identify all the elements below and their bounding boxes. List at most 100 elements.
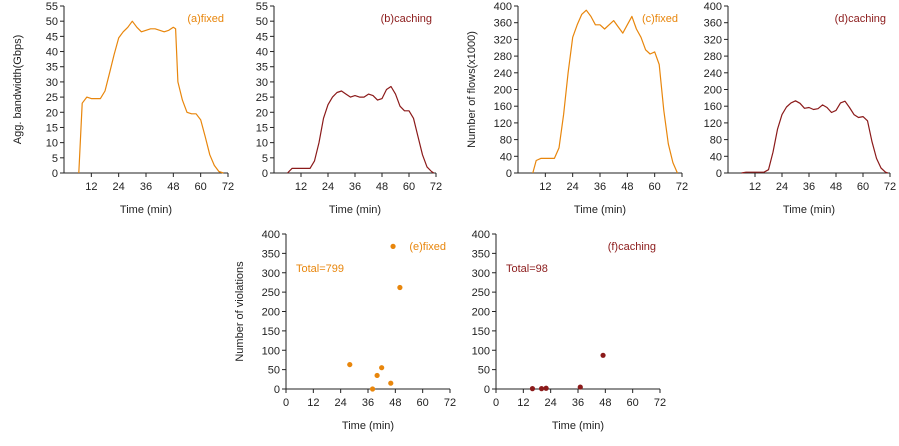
y-tick-label: 45 [46, 31, 58, 43]
chart-panel-f: 0 50 100 150 200 250 300 350 400 0 12 24 36 48 60 72 Tim… [472, 229, 666, 432]
y-tick-label: 0 [716, 168, 722, 180]
data-point [379, 365, 385, 371]
y-tick-label: 0 [506, 168, 512, 180]
y-tick-label: 280 [494, 51, 512, 63]
y-tick-label: 0 [274, 384, 280, 396]
y-tick-label: 200 [704, 85, 722, 97]
y-tick-label: 350 [262, 248, 280, 260]
x-tick-label: 72 [884, 181, 896, 193]
y-tick-label: 50 [256, 16, 268, 28]
y-tick-label: 320 [494, 34, 512, 46]
x-tick-label: 24 [776, 181, 788, 193]
y-tick-label: 360 [704, 18, 722, 30]
y-tick-label: 30 [46, 77, 58, 89]
data-point [543, 385, 549, 391]
x-tick-label: 60 [627, 397, 639, 409]
y-tick-label: 240 [704, 68, 722, 80]
x-tick-label: 36 [594, 181, 606, 193]
y-tick-label: 400 [704, 1, 722, 13]
y-axis-label: Agg. bandwidth(Gbps) [12, 35, 24, 144]
data-point [347, 361, 353, 368]
chart-panel-a: 0 5 10 15 20 25 30 35 40 45 50 55 12 24 36 48 60 72 Time (… [12, 1, 234, 216]
x-tick-label: 12 [295, 181, 307, 193]
series-line [78, 20, 224, 174]
x-tick-label: 24 [567, 181, 579, 193]
y-tick-label: 25 [256, 92, 268, 104]
y-tick-label: 5 [52, 153, 58, 165]
x-tick-label: 48 [621, 181, 633, 193]
panel-annotation: (b)caching [381, 13, 432, 25]
y-tick-label: 250 [472, 287, 490, 299]
x-tick-label: 72 [676, 181, 688, 193]
x-axis-label: Time (min) [120, 204, 172, 216]
x-tick-label: 72 [222, 181, 234, 193]
x-tick-label: 60 [195, 181, 207, 193]
y-tick-label: 300 [472, 268, 490, 280]
y-tick-label: 160 [704, 101, 722, 113]
y-tick-label: 150 [472, 326, 490, 338]
data-point [538, 386, 545, 392]
x-tick-label: 0 [283, 397, 289, 409]
data-point [369, 386, 376, 392]
series-line [287, 85, 435, 174]
y-tick-label: 50 [268, 365, 280, 377]
total-label: Total=799 [296, 263, 344, 275]
y-tick-label: 15 [46, 122, 58, 134]
panel-annotation: (e)fixed [409, 241, 446, 253]
y-tick-label: 120 [494, 118, 512, 130]
x-axis-label: Time (min) [574, 204, 626, 216]
panel-annotation: (d)caching [835, 13, 886, 25]
x-axis-label: Time (min) [552, 420, 604, 432]
y-tick-label: 50 [478, 365, 490, 377]
y-tick-label: 5 [262, 153, 268, 165]
y-tick-label: 15 [256, 122, 268, 134]
y-tick-label: 30 [256, 77, 268, 89]
y-tick-label: 35 [256, 62, 268, 74]
y-tick-label: 25 [46, 92, 58, 104]
x-tick-label: 12 [539, 181, 551, 193]
y-axis-label: Number of flows(x1000) [466, 31, 478, 148]
x-tick-label: 36 [803, 181, 815, 193]
y-tick-label: 240 [494, 68, 512, 80]
y-tick-label: 300 [262, 268, 280, 280]
x-tick-label: 24 [335, 397, 347, 409]
data-point [388, 380, 394, 386]
x-tick-label: 72 [444, 397, 456, 409]
panel-annotation: (c)fixed [642, 13, 678, 25]
series-line [741, 100, 888, 174]
x-tick-label: 0 [493, 397, 499, 409]
y-tick-label: 55 [46, 1, 58, 13]
y-tick-label: 100 [262, 345, 280, 357]
y-tick-label: 80 [710, 135, 722, 147]
y-tick-label: 320 [704, 34, 722, 46]
x-tick-label: 12 [85, 181, 97, 193]
x-tick-label: 48 [830, 181, 842, 193]
y-tick-label: 40 [500, 151, 512, 163]
x-tick-label: 36 [362, 397, 374, 409]
y-tick-label: 150 [262, 326, 280, 338]
y-tick-label: 50 [46, 16, 58, 28]
data-point [390, 243, 396, 249]
x-tick-label: 36 [140, 181, 152, 193]
data-point [577, 384, 583, 390]
y-tick-label: 35 [46, 62, 58, 74]
chart-panel-e: 0 50 100 150 200 250 300 350 400 0 12 24 36 48 60 72 Tim… [234, 229, 456, 432]
y-tick-label: 40 [710, 151, 722, 163]
y-tick-label: 100 [472, 345, 490, 357]
chart-panel-d: 0 40 80 120 160 200 240 280 320 360 400 12 24 36 48 60 7… [704, 1, 896, 216]
data-point [374, 372, 380, 379]
y-tick-label: 200 [494, 85, 512, 97]
x-axis-label: Time (min) [783, 204, 835, 216]
y-tick-label: 0 [484, 384, 490, 396]
x-tick-label: 24 [113, 181, 125, 193]
y-tick-label: 0 [52, 168, 58, 180]
x-tick-label: 60 [403, 181, 415, 193]
y-tick-label: 40 [46, 47, 58, 59]
y-tick-label: 45 [256, 31, 268, 43]
x-axis-label: Time (min) [342, 420, 394, 432]
y-tick-label: 200 [262, 307, 280, 319]
y-tick-label: 20 [256, 107, 268, 119]
y-tick-label: 400 [262, 229, 280, 241]
y-tick-label: 280 [704, 51, 722, 63]
